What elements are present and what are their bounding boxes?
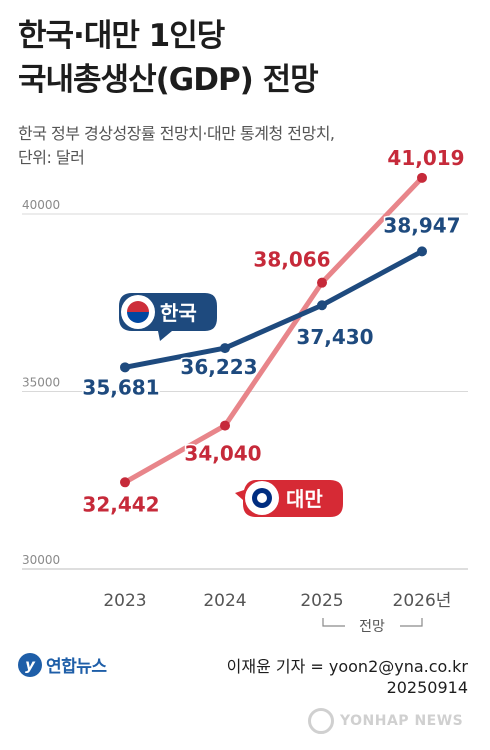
korea-flag-taegeuk-top (127, 301, 149, 312)
series-line-taiwan (122, 175, 425, 485)
data-label-korea: 38,947 (383, 213, 460, 237)
data-point-korea (317, 300, 327, 311)
projection-bracket (322, 618, 423, 627)
x-tick-label: 2025 (300, 591, 343, 611)
legend-label-taiwan: 대만 (286, 487, 323, 511)
data-point-taiwan (220, 420, 230, 431)
watermark: YONHAP NEWS (308, 708, 463, 734)
title-line-1: 한국·대만 1인당 (18, 18, 225, 54)
y-tick-label: 35000 (22, 376, 60, 390)
yonhap-logo-icon: y (18, 652, 42, 677)
credit-date: 20250914 (386, 678, 468, 697)
credit: 이재윤 기자 = yoon2@yna.co.kr 20250914 (227, 656, 468, 698)
korea-flag-taegeuk-bottom (127, 312, 149, 323)
x-tick-label: 2023 (103, 591, 146, 611)
y-tick-label: 30000 (22, 553, 60, 567)
data-label-taiwan: 32,442 (82, 492, 159, 516)
data-point-taiwan (317, 277, 327, 288)
data-label-taiwan: 34,040 (184, 442, 261, 466)
credit-reporter: 이재윤 기자 = yoon2@yna.co.kr (226, 657, 468, 676)
data-label-korea: 37,430 (296, 325, 373, 349)
taiwan-flag-sun (257, 493, 267, 503)
data-point-korea (220, 343, 230, 354)
yonhap-logo: y 연합뉴스 (18, 652, 107, 677)
projection-label: 전망 (359, 619, 385, 635)
legend-label-korea: 한국 (160, 301, 197, 325)
x-tick-label: 2026년 (393, 591, 452, 611)
series-line-korea (122, 248, 425, 370)
data-point-taiwan (120, 477, 130, 488)
yonhap-logo-text: 연합뉴스 (46, 657, 107, 677)
data-label-taiwan: 38,066 (253, 248, 330, 272)
data-label-taiwan: 41,019 (387, 146, 464, 170)
watermark-text: YONHAP NEWS (340, 713, 464, 729)
subtitle-line-1: 한국 정부 경상성장률 전망치·대만 통계청 전망치, (18, 124, 335, 143)
subtitle-unit: 단위: 달러 (18, 148, 85, 167)
y-tick-label: 40000 (22, 198, 60, 212)
data-point-taiwan (417, 172, 427, 183)
chart-subtitle: 한국 정부 경상성장률 전망치·대만 통계청 전망치, 단위: 달러 (18, 122, 335, 170)
data-label-korea: 35,681 (82, 375, 159, 399)
data-point-korea (120, 362, 130, 373)
data-point-korea (417, 246, 427, 257)
x-tick-label: 2024 (203, 591, 246, 611)
title-line-2: 국내총생산(GDP) 전망 (18, 62, 319, 98)
chart-title: 한국·대만 1인당 국내총생산(GDP) 전망 (18, 14, 319, 102)
data-label-korea: 36,223 (180, 355, 257, 379)
watermark-icon (308, 708, 334, 734)
